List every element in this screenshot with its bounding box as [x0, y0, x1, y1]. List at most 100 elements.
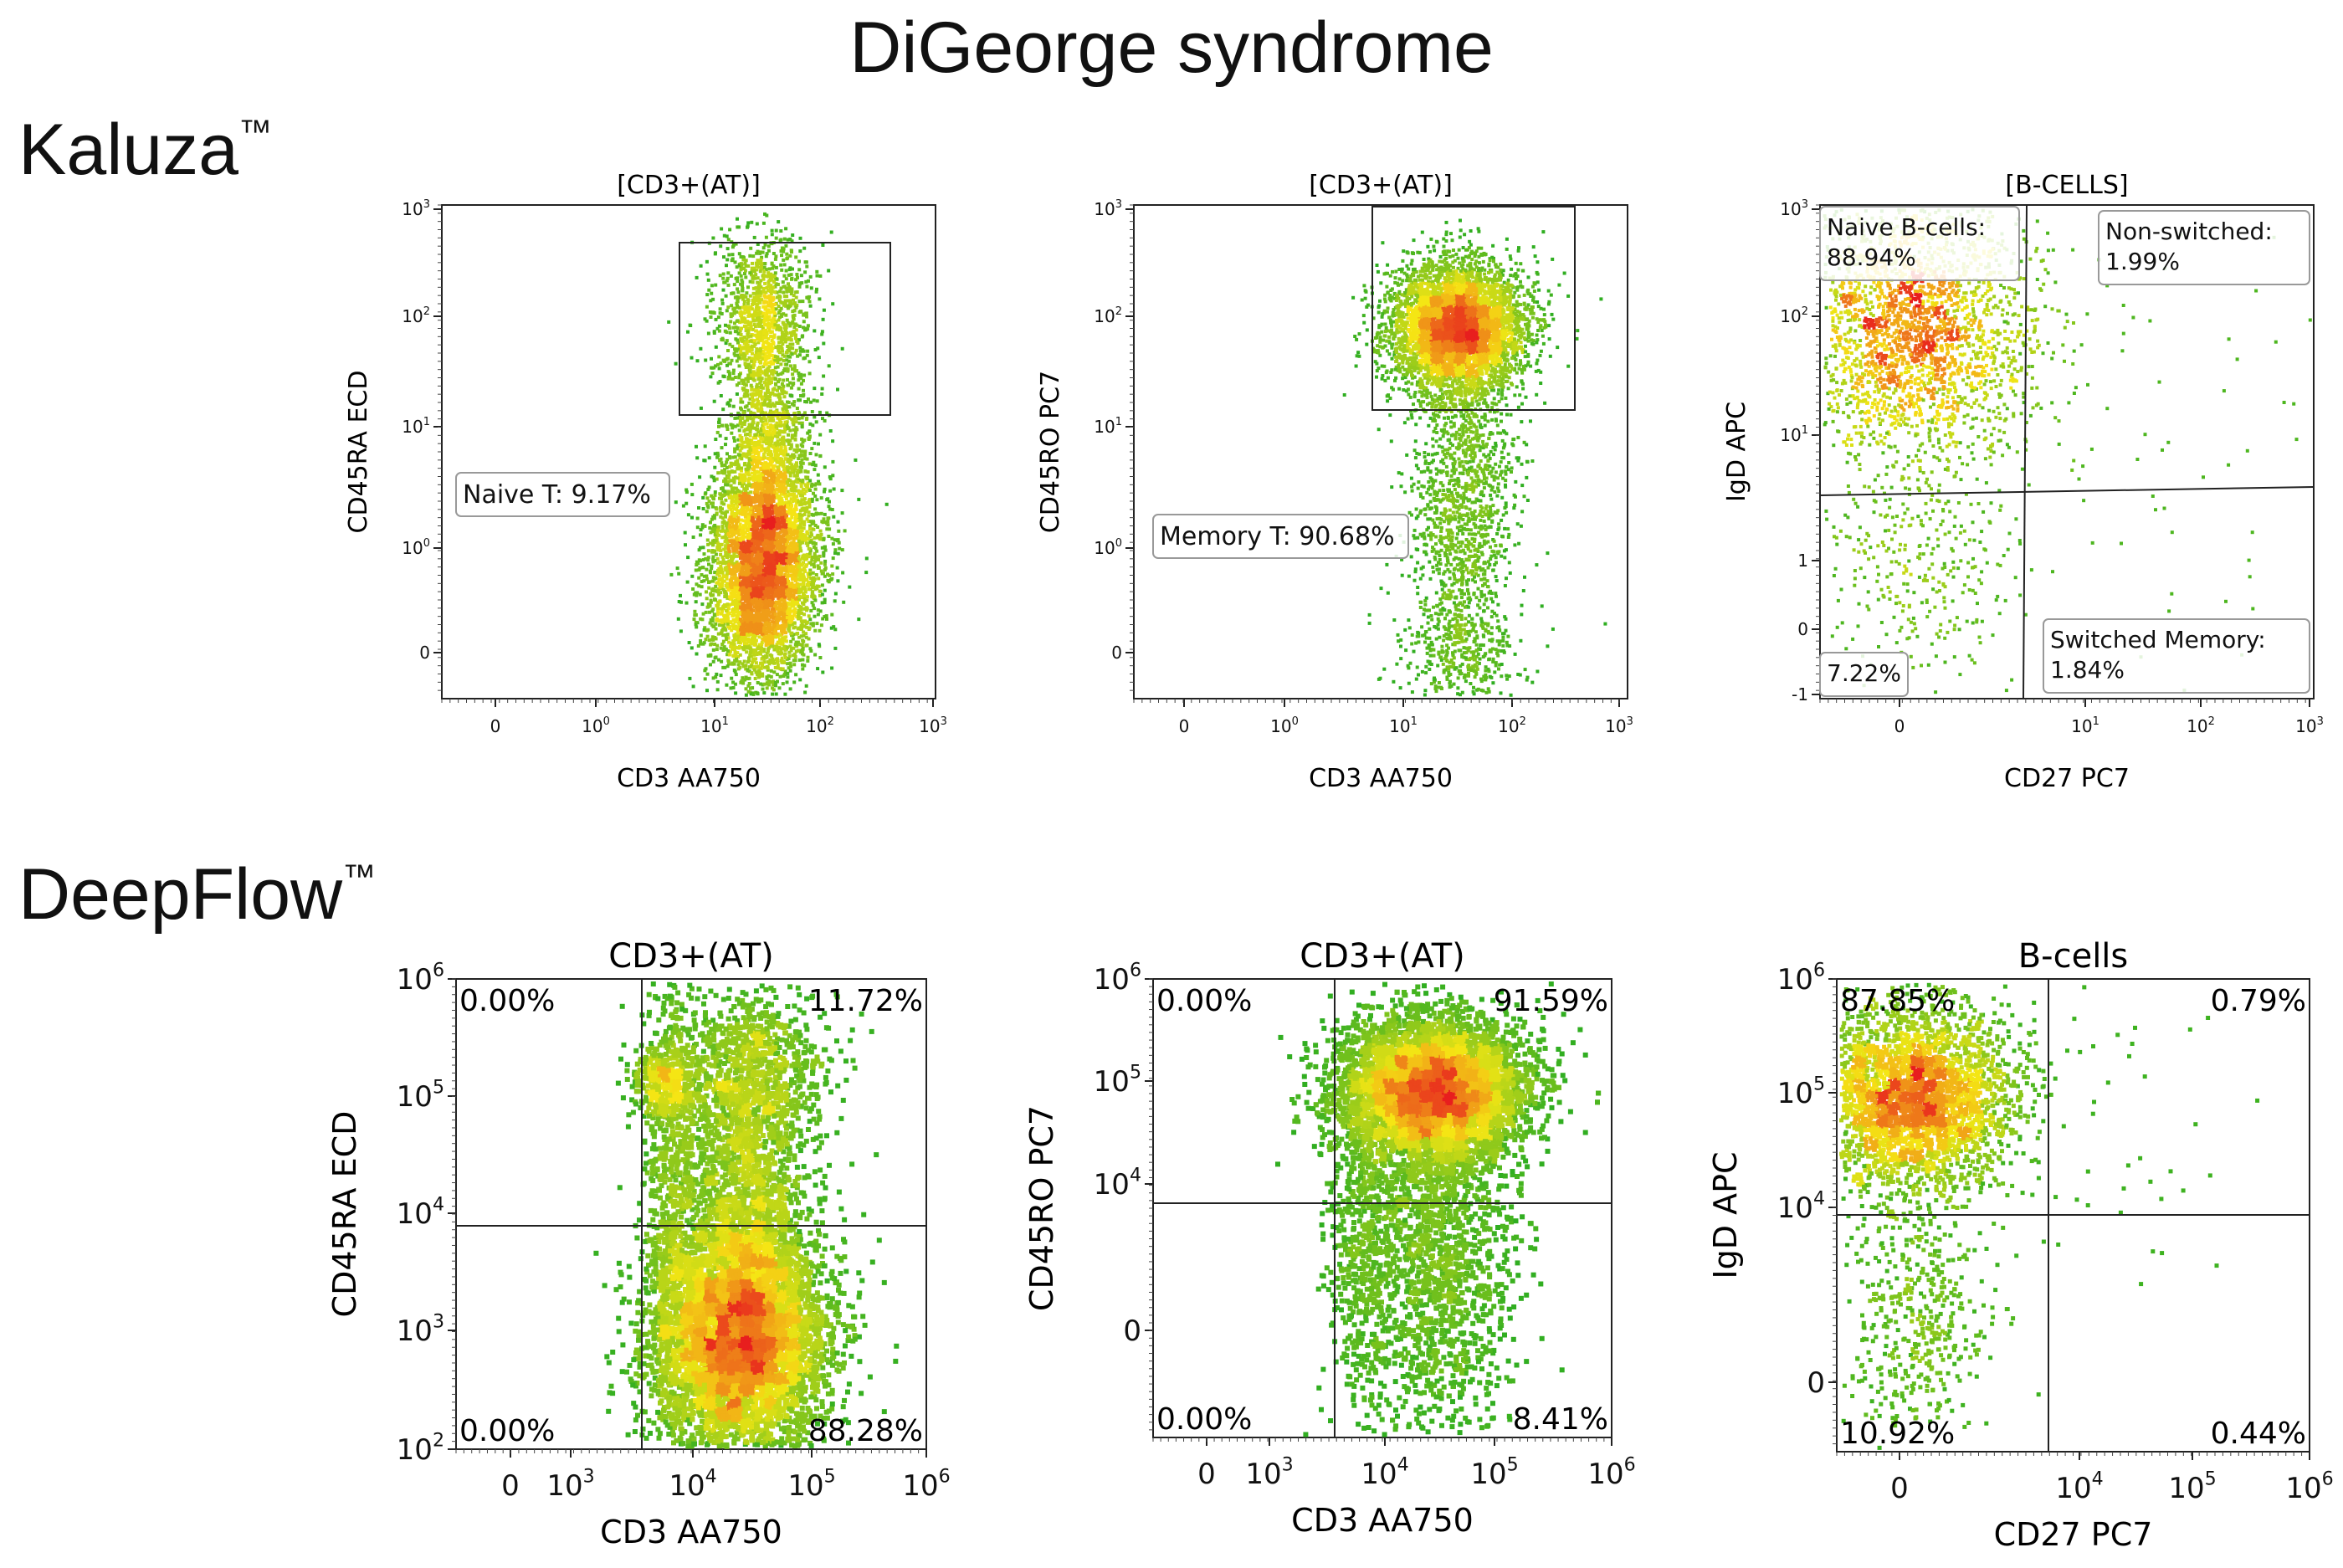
- y-tick-label: 100: [402, 537, 430, 558]
- data-point: [782, 274, 786, 278]
- data-point: [787, 274, 791, 277]
- data-point: [765, 254, 768, 258]
- data-point: [710, 315, 713, 319]
- data-point: [710, 284, 714, 287]
- plots-canvas: [CD3+(AT)]CD3 AA750CD45RA ECD0 100 101 102 1…: [0, 0, 2343, 1568]
- data-point: [733, 283, 736, 286]
- data-point: [719, 274, 722, 277]
- data-point: [798, 300, 802, 303]
- data-point: [788, 238, 792, 241]
- data-point: [808, 360, 812, 363]
- data-point: [731, 326, 735, 330]
- data-point: [736, 319, 740, 322]
- data-point: [756, 263, 759, 266]
- data-point: [803, 270, 807, 274]
- data-point: [700, 264, 703, 268]
- data-point: [802, 320, 806, 323]
- data-point: [785, 295, 788, 298]
- data-point: [771, 267, 774, 270]
- y-tick-label: 0: [419, 643, 430, 663]
- data-point: [775, 266, 778, 269]
- data-point: [722, 255, 725, 259]
- chart-title: [CD3+(AT)]: [617, 171, 761, 200]
- data-point: [815, 288, 818, 291]
- data-point: [782, 259, 785, 262]
- data-point: [782, 291, 785, 295]
- data-point: [719, 244, 722, 248]
- data-point: [830, 231, 833, 234]
- data-point: [743, 272, 746, 275]
- x-tick-label: 102: [806, 715, 834, 736]
- data-point: [674, 362, 678, 366]
- data-point: [738, 364, 741, 367]
- data-point: [736, 218, 739, 221]
- data-point: [725, 258, 729, 261]
- data-point: [719, 361, 722, 365]
- data-point: [841, 347, 844, 351]
- data-point: [731, 377, 734, 381]
- data-point: [822, 318, 825, 321]
- data-point: [710, 292, 713, 295]
- data-point: [762, 274, 766, 278]
- data-point: [725, 264, 728, 267]
- data-point: [720, 394, 723, 397]
- data-point: [768, 267, 772, 270]
- data-point: [813, 399, 816, 402]
- data-point: [763, 266, 766, 269]
- data-point: [798, 282, 802, 285]
- data-point: [806, 350, 809, 353]
- data-point: [805, 285, 808, 289]
- data-point: [780, 254, 783, 257]
- data-point: [751, 262, 754, 265]
- data-point: [763, 282, 766, 285]
- data-point: [809, 305, 813, 308]
- data-point: [802, 374, 806, 377]
- data-point: [794, 336, 797, 340]
- data-point: [721, 302, 725, 305]
- data-point: [752, 292, 756, 295]
- data-point: [734, 260, 737, 264]
- data-point: [813, 329, 816, 332]
- data-point: [746, 302, 750, 305]
- data-point: [732, 405, 736, 408]
- data-point: [802, 389, 805, 392]
- data-point: [726, 247, 730, 250]
- data-point: [764, 243, 767, 247]
- data-point: [780, 269, 783, 272]
- data-point: [809, 275, 813, 279]
- data-point: [709, 310, 712, 314]
- data-point: [725, 295, 728, 298]
- data-point: [813, 387, 816, 390]
- data-point: [785, 269, 788, 273]
- data-point: [707, 279, 710, 282]
- data-point: [722, 359, 725, 362]
- data-point: [726, 271, 730, 274]
- data-point: [818, 356, 821, 359]
- data-point: [754, 273, 757, 276]
- data-point: [816, 346, 819, 350]
- data-point: [780, 287, 783, 290]
- data-point: [787, 360, 791, 363]
- data-point: [720, 299, 724, 302]
- data-point: [772, 252, 776, 255]
- data-point: [766, 275, 770, 279]
- data-point: [706, 273, 710, 276]
- data-point: [753, 323, 756, 326]
- data-point: [736, 265, 739, 269]
- data-point: [725, 309, 729, 312]
- data-point: [728, 326, 731, 330]
- data-point: [714, 252, 717, 255]
- data-point: [759, 269, 762, 273]
- data-point: [796, 290, 799, 294]
- data-point: [738, 311, 741, 315]
- data-point: [784, 227, 787, 230]
- data-point: [762, 278, 766, 281]
- data-point: [753, 236, 756, 239]
- data-point: [690, 356, 694, 360]
- data-point: [695, 276, 699, 279]
- data-point: [730, 304, 733, 307]
- x-axis-label: CD3 AA750: [617, 764, 761, 793]
- x-tick-label: 0: [490, 716, 501, 736]
- data-point: [791, 233, 794, 237]
- data-point: [750, 325, 753, 328]
